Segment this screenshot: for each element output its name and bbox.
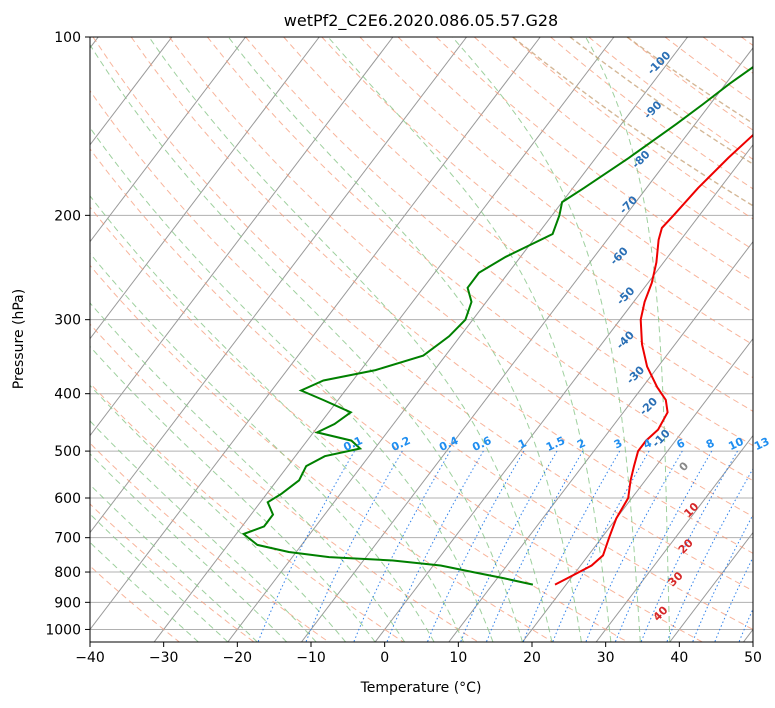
moist-adiabat: [90, 345, 376, 642]
x-tick-label: 50: [744, 650, 762, 666]
x-tick-label: −30: [149, 650, 179, 666]
dry-adiabat: [90, 264, 554, 642]
mixing-ratio-line: [640, 450, 738, 642]
x-tick-label: −10: [296, 650, 326, 666]
dry-adiabat: [90, 206, 628, 642]
moist-adiabat: [90, 541, 199, 642]
dry-adiabat: [90, 89, 753, 630]
isotherm-line: [90, 37, 541, 631]
mixing-ratio-line: [714, 556, 753, 642]
mixing-ratio-line: [738, 607, 753, 642]
dry-adiabat: [90, 442, 329, 642]
dewpoint-profile: [241, 65, 753, 586]
isotherm-line: [227, 37, 688, 642]
dry-adiabat: [90, 323, 479, 642]
moist-adiabat: [327, 37, 612, 642]
moist-adiabat: [585, 37, 671, 642]
mixing-ratio-line: [353, 450, 451, 642]
mixing-ratio-label: 13: [752, 435, 771, 453]
moist-adiabat: [90, 252, 435, 642]
x-tick-label: 10: [449, 650, 467, 666]
x-tick-label: 0: [380, 650, 389, 666]
mixing-ratio-line: [426, 450, 525, 642]
isotherm-line: [90, 37, 394, 437]
data-layer: [241, 65, 753, 586]
y-tick-label: 200: [54, 208, 81, 224]
y-tick-label: 300: [54, 313, 81, 329]
grid-layer: [90, 37, 753, 642]
dry-adiabat: [90, 148, 703, 642]
mixing-ratio-line: [460, 450, 558, 642]
mixing-ratio-line: [666, 467, 753, 642]
x-tick-label: 20: [523, 650, 541, 666]
dry-adiabat: [359, 37, 753, 346]
x-tick-label: −40: [75, 650, 105, 666]
mixing-ratio-line: [305, 450, 403, 642]
x-tick-label: −20: [223, 650, 253, 666]
dry-adiabat: [397, 37, 753, 313]
dry-adiabat: [130, 37, 753, 554]
y-tick-label: 500: [54, 444, 81, 460]
mixing-ratio-line: [552, 450, 650, 642]
mixing-ratio-line: [485, 450, 584, 642]
moist-adiabat: [90, 420, 317, 642]
y-tick-label: 700: [54, 531, 81, 547]
x-axis-label: Temperature (°C): [360, 680, 482, 696]
isotherm-line: [90, 37, 467, 534]
isotherm-line: [90, 37, 173, 146]
y-tick-label: 100: [54, 30, 81, 46]
chart-title: wetPf2_C2E6.2020.086.05.57.G28: [284, 11, 558, 31]
moist-adiabat: [90, 195, 464, 642]
y-tick-label: 800: [54, 565, 81, 581]
moist-adiabat: [148, 37, 553, 642]
moist-adiabat: [90, 302, 406, 642]
moist-adiabat: [90, 126, 494, 642]
mixing-ratio-line: [257, 450, 355, 642]
mixing-ratio-line: [522, 450, 621, 642]
dry-adiabat: [168, 37, 753, 518]
mixing-ratio-line: [692, 513, 753, 642]
dry-adiabat: [321, 37, 753, 379]
mixing-ratio-label: 10: [726, 435, 746, 453]
temperature-profile: [554, 133, 753, 586]
dry-adiabat: [92, 37, 753, 592]
moist-adiabat: [90, 453, 288, 642]
axis-ticks: −40 −30 −20 −10 0 10 20 30 40 50 100 200 300 400 500 60…: [45, 30, 762, 666]
moist-adiabat: [90, 483, 258, 642]
moist-adiabat: [90, 43, 523, 642]
moist-adiabat: [90, 513, 229, 642]
isotherm-line: [522, 337, 753, 642]
mixing-ratio-line: [614, 450, 713, 642]
mixing-ratio-line: [585, 450, 683, 642]
y-tick-label: 900: [54, 595, 81, 611]
plot-frame: [89, 36, 754, 643]
isotherm-line: [669, 531, 753, 642]
y-tick-label: 400: [54, 387, 81, 403]
isotherm-line: [90, 37, 320, 340]
dry-adiabat: [90, 382, 404, 642]
isotherm-line: [90, 37, 246, 243]
isotherm-line: [153, 37, 615, 642]
isotherm-line: [374, 143, 753, 642]
x-tick-label: 40: [670, 650, 688, 666]
isotherm-line: [448, 240, 753, 642]
moist-adiabat: [227, 37, 582, 642]
x-tick-label: 30: [597, 650, 615, 666]
y-tick-label: 600: [54, 491, 81, 507]
y-axis-label: Pressure (hPa): [11, 289, 27, 389]
isotherm-line: [595, 434, 753, 642]
dry-adiabat: [283, 37, 753, 412]
y-tick-label: 1000: [45, 622, 81, 638]
